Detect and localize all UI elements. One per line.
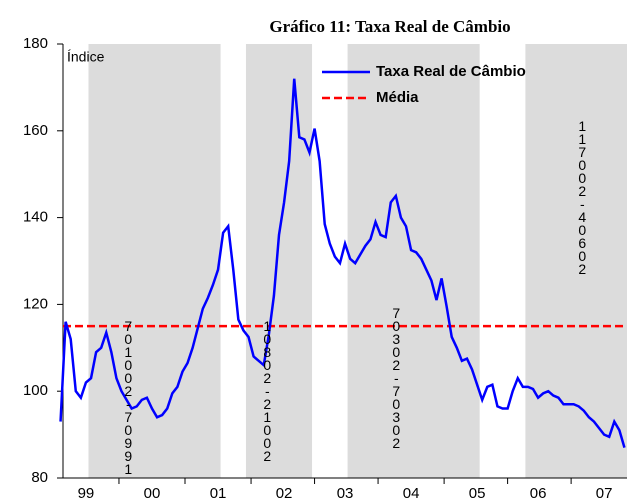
- x-tick-label: 05: [469, 485, 486, 501]
- y-tick-label: 160: [23, 122, 48, 139]
- chart-title: Gráfico 11: Taxa Real de Câmbio: [269, 17, 510, 36]
- y-tick-label: 80: [31, 469, 48, 486]
- y-tick-label: 140: [23, 209, 48, 226]
- shaded-period: [347, 44, 480, 478]
- x-tick-label: 07: [596, 485, 613, 501]
- legend-label: Média: [376, 89, 419, 106]
- shaded-period: [88, 44, 221, 478]
- annotation: 117002-40602: [574, 118, 590, 274]
- legend-label: Taxa Real de Câmbio: [376, 63, 526, 80]
- y-tick-label: 100: [23, 382, 48, 399]
- series-line: [59, 78, 626, 448]
- x-tick-label: 06: [530, 485, 547, 501]
- annotation: 70302-70302: [388, 305, 404, 448]
- annotation: 701002-70991: [120, 318, 136, 474]
- y-tick-label: 120: [23, 295, 48, 312]
- y-axis-label: Índice: [67, 49, 105, 65]
- x-tick-label: 01: [210, 485, 227, 501]
- shaded-period: [245, 44, 313, 478]
- x-tick-label: 00: [144, 485, 161, 501]
- x-tick-label: 99: [78, 485, 95, 501]
- x-tick-label: 03: [337, 485, 354, 501]
- y-tick-label: 180: [23, 35, 48, 52]
- annotation: 10802-21002: [259, 318, 275, 461]
- x-tick-label: 04: [403, 485, 420, 501]
- x-tick-label: 02: [276, 485, 293, 501]
